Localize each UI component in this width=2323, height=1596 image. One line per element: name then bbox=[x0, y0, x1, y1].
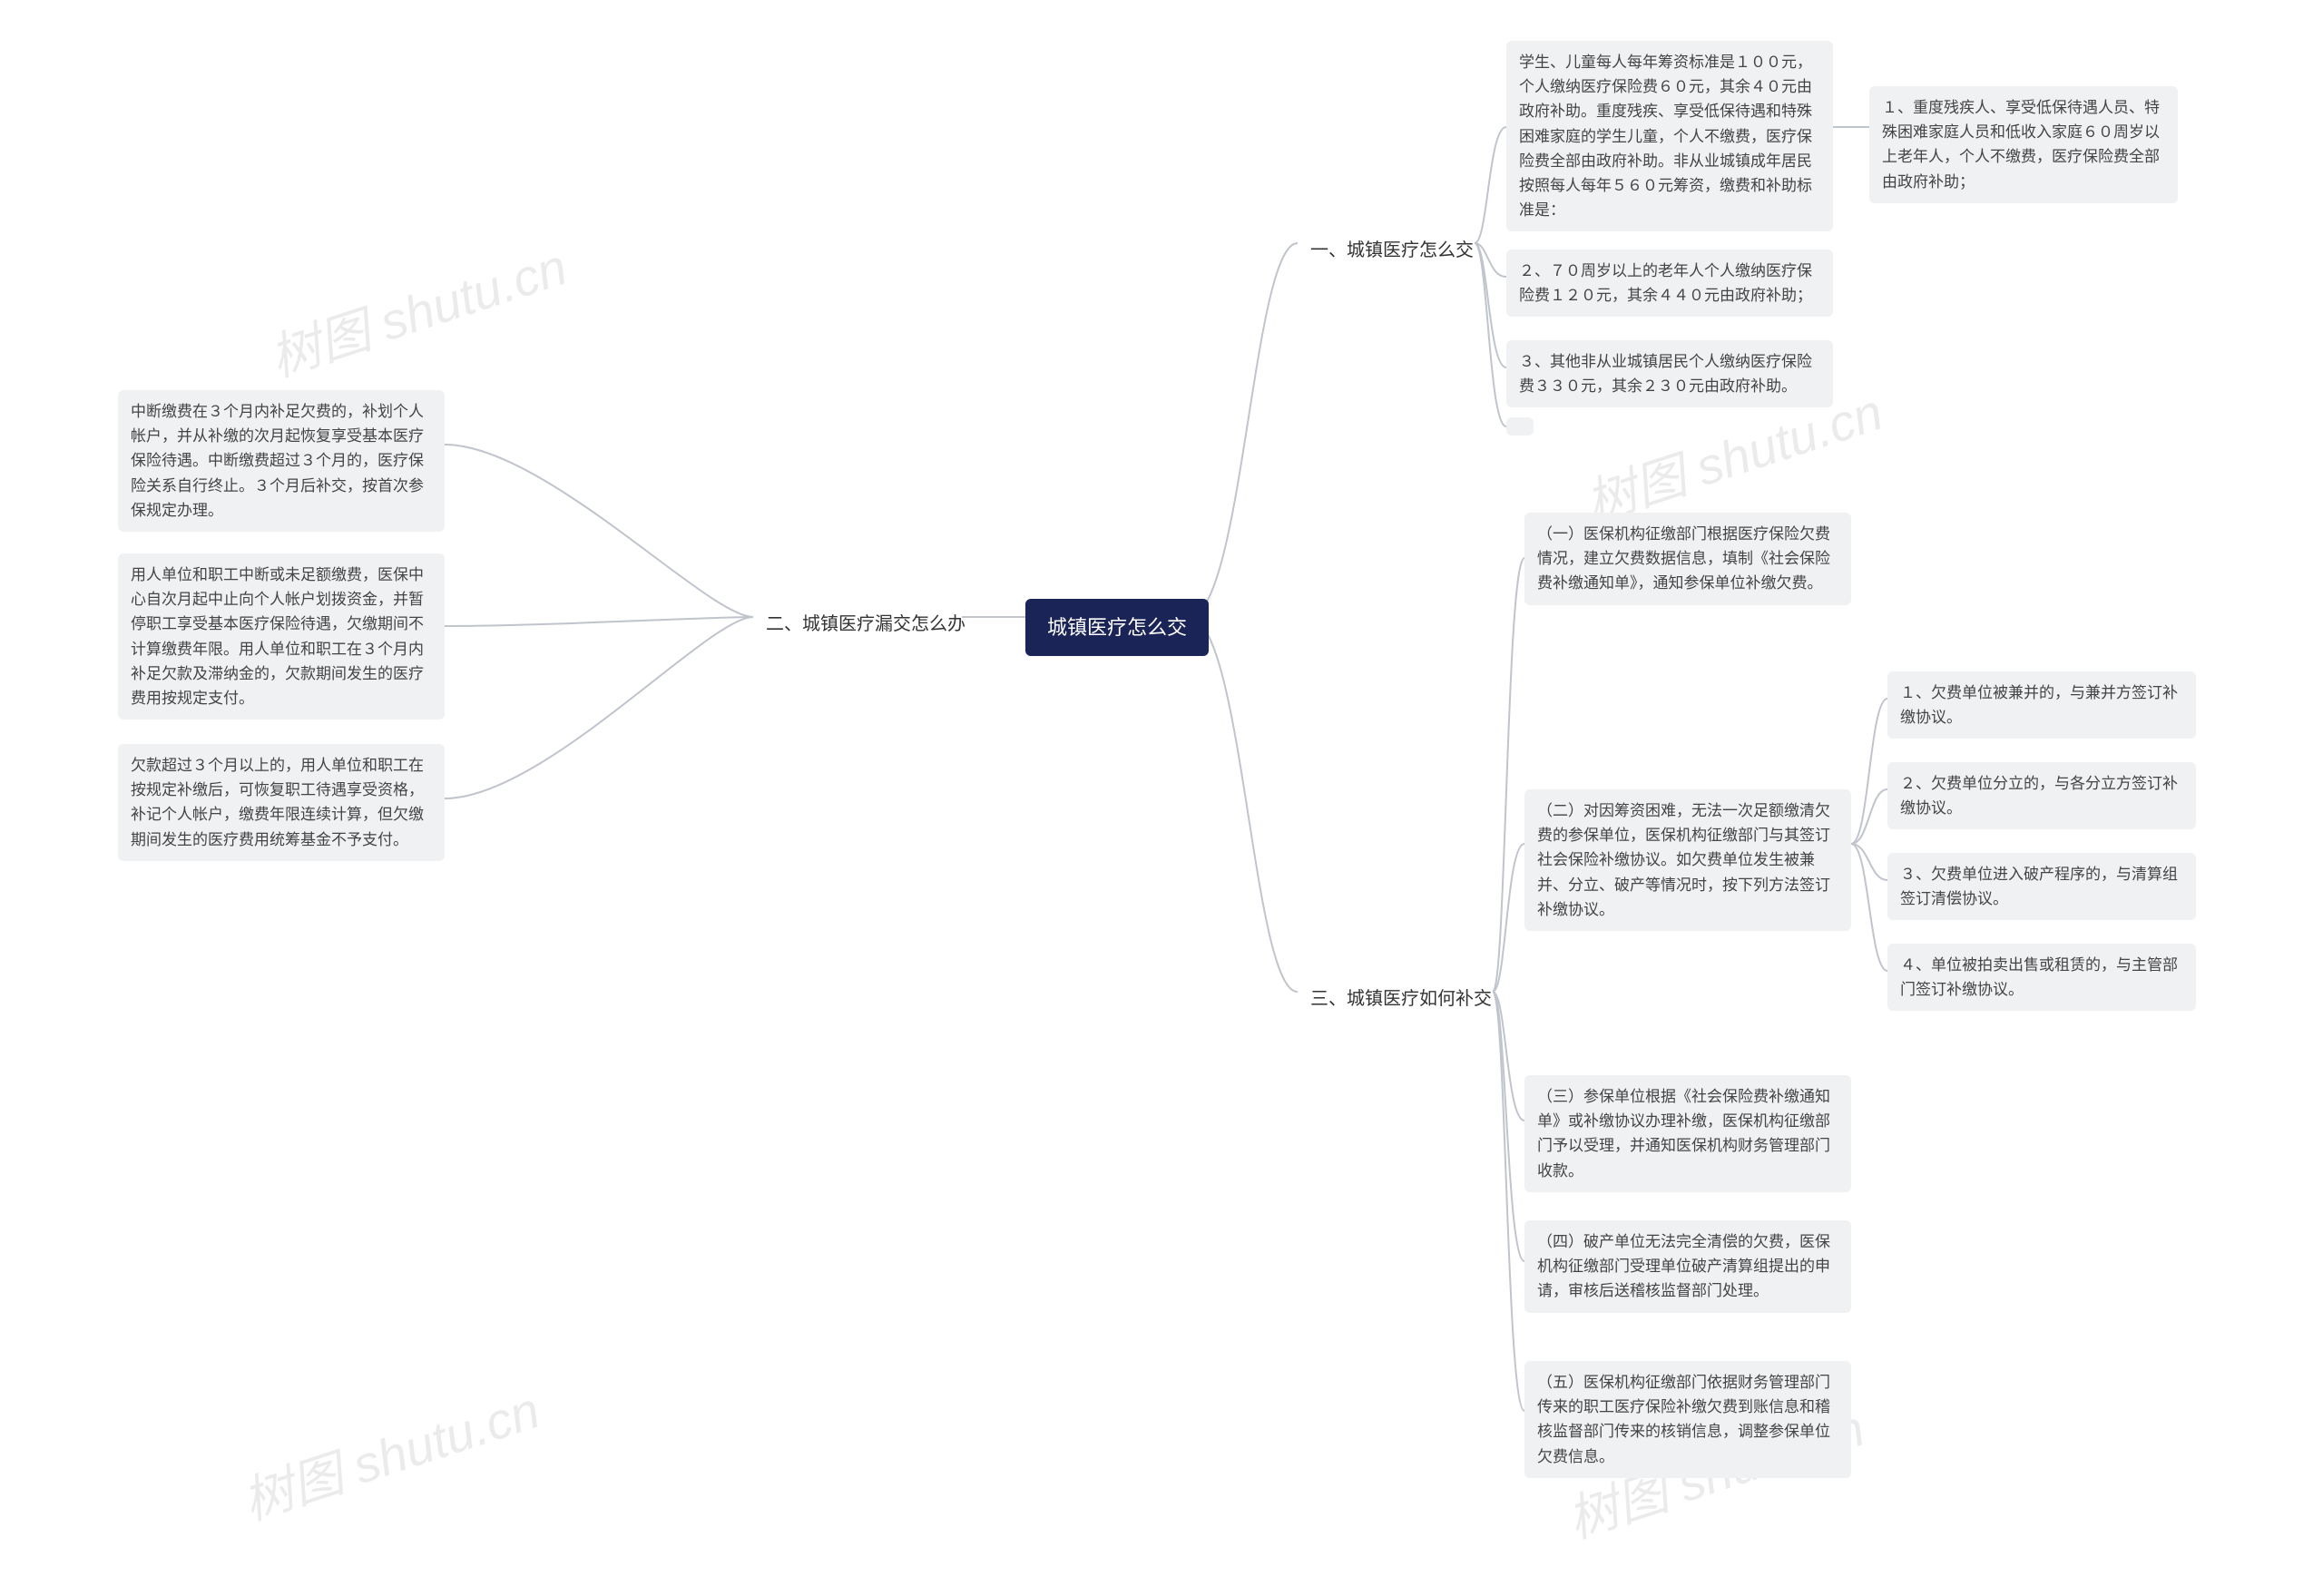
leaf-b3c2b[interactable]: ２、欠费单位分立的，与各分立方签订补缴协议。 bbox=[1887, 762, 2196, 829]
leaf-b3c4[interactable]: （四）破产单位无法完全清偿的欠费，医保机构征缴部门受理单位破产清算组提出的申请，… bbox=[1524, 1220, 1851, 1313]
leaf-b3c2d[interactable]: ４、单位被拍卖出售或租赁的，与主管部门签订补缴协议。 bbox=[1887, 944, 2196, 1011]
leaf-b2c3[interactable]: 欠款超过３个月以上的，用人单位和职工在按规定补缴后，可恢复职工待遇享受资格，补记… bbox=[118, 744, 445, 861]
leaf-b1c1[interactable]: 学生、儿童每人每年筹资标准是１００元，个人缴纳医疗保险费６０元，其余４０元由政府… bbox=[1506, 41, 1833, 231]
watermark-3: 树图 shutu.cn bbox=[232, 1370, 548, 1535]
leaf-b3c2a[interactable]: １、欠费单位被兼并的，与兼并方签订补缴协议。 bbox=[1887, 671, 2196, 739]
leaf-b1c2[interactable]: ２、７０周岁以上的老年人个人缴纳医疗保险费１２０元，其余４４０元由政府补助； bbox=[1506, 250, 1833, 317]
branch-b3[interactable]: 三、城镇医疗如何补交 bbox=[1298, 975, 1505, 1023]
leaf-b3c2[interactable]: （二）对因筹资困难，无法一次足额缴清欠费的参保单位，医保机构征缴部门与其签订社会… bbox=[1524, 789, 1851, 931]
branch-b2[interactable]: 二、城镇医疗漏交怎么办 bbox=[753, 601, 978, 648]
leaf-b1c4[interactable] bbox=[1506, 417, 1534, 436]
mindmap-root[interactable]: 城镇医疗怎么交 bbox=[1025, 599, 1209, 656]
leaf-b2c1[interactable]: 中断缴费在３个月内补足欠费的，补划个人帐户，并从补缴的次月起恢复享受基本医疗保险… bbox=[118, 390, 445, 532]
leaf-b1c1a[interactable]: １、重度残疾人、享受低保待遇人员、特殊困难家庭人员和低收入家庭６０周岁以上老年人… bbox=[1869, 86, 2178, 203]
leaf-b3c1[interactable]: （一）医保机构征缴部门根据医疗保险欠费情况，建立欠费数据信息，填制《社会保险费补… bbox=[1524, 513, 1851, 605]
leaf-b2c2[interactable]: 用人单位和职工中断或未足额缴费，医保中心自次月起中止向个人帐户划拨资金，并暂停职… bbox=[118, 553, 445, 720]
leaf-b3c5[interactable]: （五）医保机构征缴部门依据财务管理部门传来的职工医疗保险补缴欠费到账信息和稽核监… bbox=[1524, 1361, 1851, 1478]
leaf-b3c2c[interactable]: ３、欠费单位进入破产程序的，与清算组签订清偿协议。 bbox=[1887, 853, 2196, 920]
branch-b1[interactable]: 一、城镇医疗怎么交 bbox=[1298, 227, 1486, 274]
watermark-1: 树图 shutu.cn bbox=[260, 227, 575, 392]
leaf-b1c3[interactable]: ３、其他非从业城镇居民个人缴纳医疗保险费３３０元，其余２３０元由政府补助。 bbox=[1506, 340, 1833, 407]
leaf-b3c3[interactable]: （三）参保单位根据《社会保险费补缴通知单》或补缴协议办理补缴，医保机构征缴部门予… bbox=[1524, 1075, 1851, 1192]
